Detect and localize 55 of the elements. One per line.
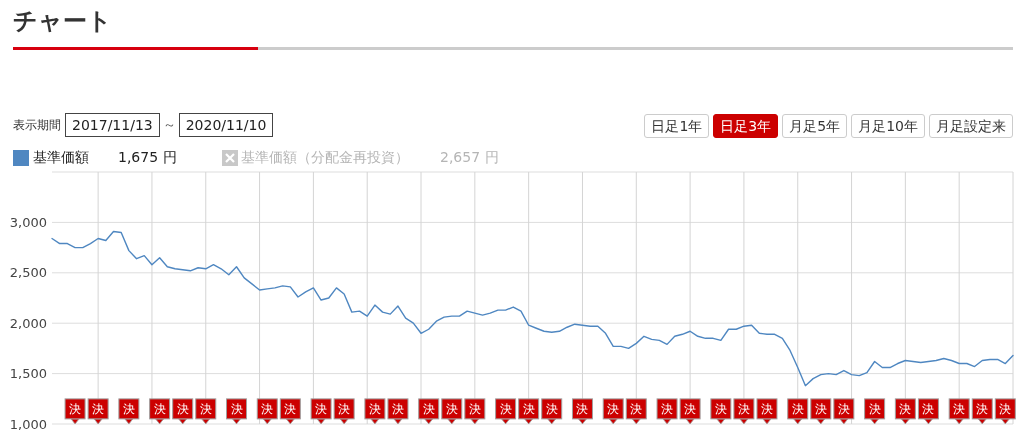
flag-label: 決 <box>391 402 404 417</box>
title: チャート <box>13 6 112 37</box>
flag-label: 決 <box>661 402 674 417</box>
flag-label: 決 <box>607 402 620 417</box>
flag-label: 決 <box>630 402 643 417</box>
flag-label: 決 <box>837 402 850 417</box>
range-button-selected: 日足3年 <box>713 114 779 138</box>
legend-value: 1,675 円 <box>118 149 177 167</box>
flag-label: 決 <box>69 402 82 417</box>
flag-label: 決 <box>737 402 750 417</box>
flag-label: 決 <box>230 402 243 417</box>
range-button: 月足10年 <box>851 114 925 138</box>
flag-label: 決 <box>868 402 881 417</box>
flag-label: 決 <box>468 402 481 417</box>
flag-label: 決 <box>368 402 381 417</box>
ytick-label: 2,000 <box>9 315 47 331</box>
flag-label: 決 <box>545 402 558 417</box>
flag-label: 決 <box>92 402 105 417</box>
range-button: 月足5年 <box>782 114 848 138</box>
flag-label: 決 <box>976 402 989 417</box>
period-start: 2017/11/13 <box>65 113 160 137</box>
flag-label: 決 <box>576 402 589 417</box>
flag-label: 決 <box>999 402 1012 417</box>
flag-label: 決 <box>445 402 458 417</box>
ytick-label: 3,000 <box>9 214 47 230</box>
flag-label: 決 <box>684 402 697 417</box>
flag-label: 決 <box>922 402 935 417</box>
range-button: 日足1年 <box>644 114 710 138</box>
period-label: 表示期間 <box>13 116 61 134</box>
period-sep: ～ <box>162 116 176 134</box>
flag-label: 決 <box>199 402 212 417</box>
ytick-label: 2,500 <box>9 265 47 281</box>
flag-label: 決 <box>714 402 727 417</box>
flag-label: 決 <box>814 402 827 417</box>
flag-label: 決 <box>422 402 435 417</box>
flag-label: 決 <box>153 402 166 417</box>
ytick-label: 1,000 <box>9 416 47 432</box>
flag-label: 決 <box>761 402 773 417</box>
flag-label: 決 <box>953 402 966 417</box>
flag-label: 決 <box>122 402 135 417</box>
flag-label: 決 <box>176 402 189 417</box>
flag-label: 決 <box>522 402 535 417</box>
ytick-label: 1,500 <box>9 366 47 382</box>
period-end: 2020/11/10 <box>178 113 274 137</box>
hidden-series-value: 2,657 円 <box>440 149 499 167</box>
legend-label: 基準価額 <box>33 149 89 167</box>
flag-label: 決 <box>899 402 912 417</box>
range-button: 月足設定来 <box>929 114 1013 138</box>
hidden-series-label: 基準価額（分配金再投資） <box>241 149 409 167</box>
flag-label: 決 <box>284 402 297 417</box>
flag-label: 決 <box>315 402 328 417</box>
flag-label: 決 <box>791 402 804 417</box>
flag-label: 決 <box>499 402 512 417</box>
flag-label: 決 <box>261 402 274 417</box>
flag-label: 決 <box>338 402 351 417</box>
